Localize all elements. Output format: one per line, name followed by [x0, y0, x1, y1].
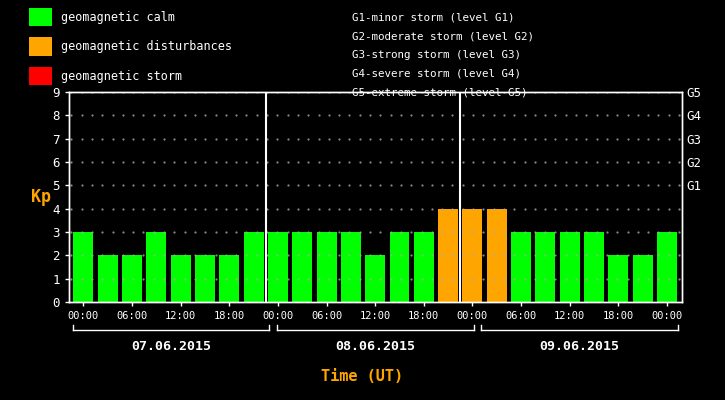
Text: Time (UT): Time (UT) — [321, 369, 404, 384]
Bar — [365, 255, 385, 302]
Bar — [244, 232, 264, 302]
Bar — [608, 255, 629, 302]
Bar — [122, 255, 142, 302]
Text: G4-severe storm (level G4): G4-severe storm (level G4) — [352, 69, 521, 79]
Bar — [633, 255, 652, 302]
Y-axis label: Kp: Kp — [31, 188, 51, 206]
Bar — [535, 232, 555, 302]
Text: G5-extreme storm (level G5): G5-extreme storm (level G5) — [352, 88, 527, 98]
Text: G2-moderate storm (level G2): G2-moderate storm (level G2) — [352, 31, 534, 41]
Bar — [560, 232, 580, 302]
Bar — [389, 232, 410, 302]
Bar — [292, 232, 312, 302]
Bar — [268, 232, 288, 302]
Bar — [195, 255, 215, 302]
Text: geomagnetic calm: geomagnetic calm — [61, 11, 175, 24]
Bar — [29, 8, 52, 26]
Bar — [29, 37, 52, 56]
Bar — [486, 209, 507, 302]
Text: G3-strong storm (level G3): G3-strong storm (level G3) — [352, 50, 521, 60]
Bar — [438, 209, 458, 302]
Bar — [29, 67, 52, 85]
Bar — [170, 255, 191, 302]
Bar — [584, 232, 604, 302]
Text: G1-minor storm (level G1): G1-minor storm (level G1) — [352, 12, 514, 22]
Bar — [414, 232, 434, 302]
Bar — [220, 255, 239, 302]
Bar — [73, 232, 94, 302]
Bar — [657, 232, 677, 302]
Text: 07.06.2015: 07.06.2015 — [131, 340, 211, 352]
Bar — [98, 255, 117, 302]
Text: geomagnetic storm: geomagnetic storm — [61, 70, 182, 82]
Text: 09.06.2015: 09.06.2015 — [539, 340, 619, 352]
Text: geomagnetic disturbances: geomagnetic disturbances — [61, 40, 232, 53]
Bar — [341, 232, 361, 302]
Bar — [463, 209, 482, 302]
Bar — [146, 232, 166, 302]
Text: 08.06.2015: 08.06.2015 — [335, 340, 415, 352]
Bar — [511, 232, 531, 302]
Bar — [317, 232, 336, 302]
